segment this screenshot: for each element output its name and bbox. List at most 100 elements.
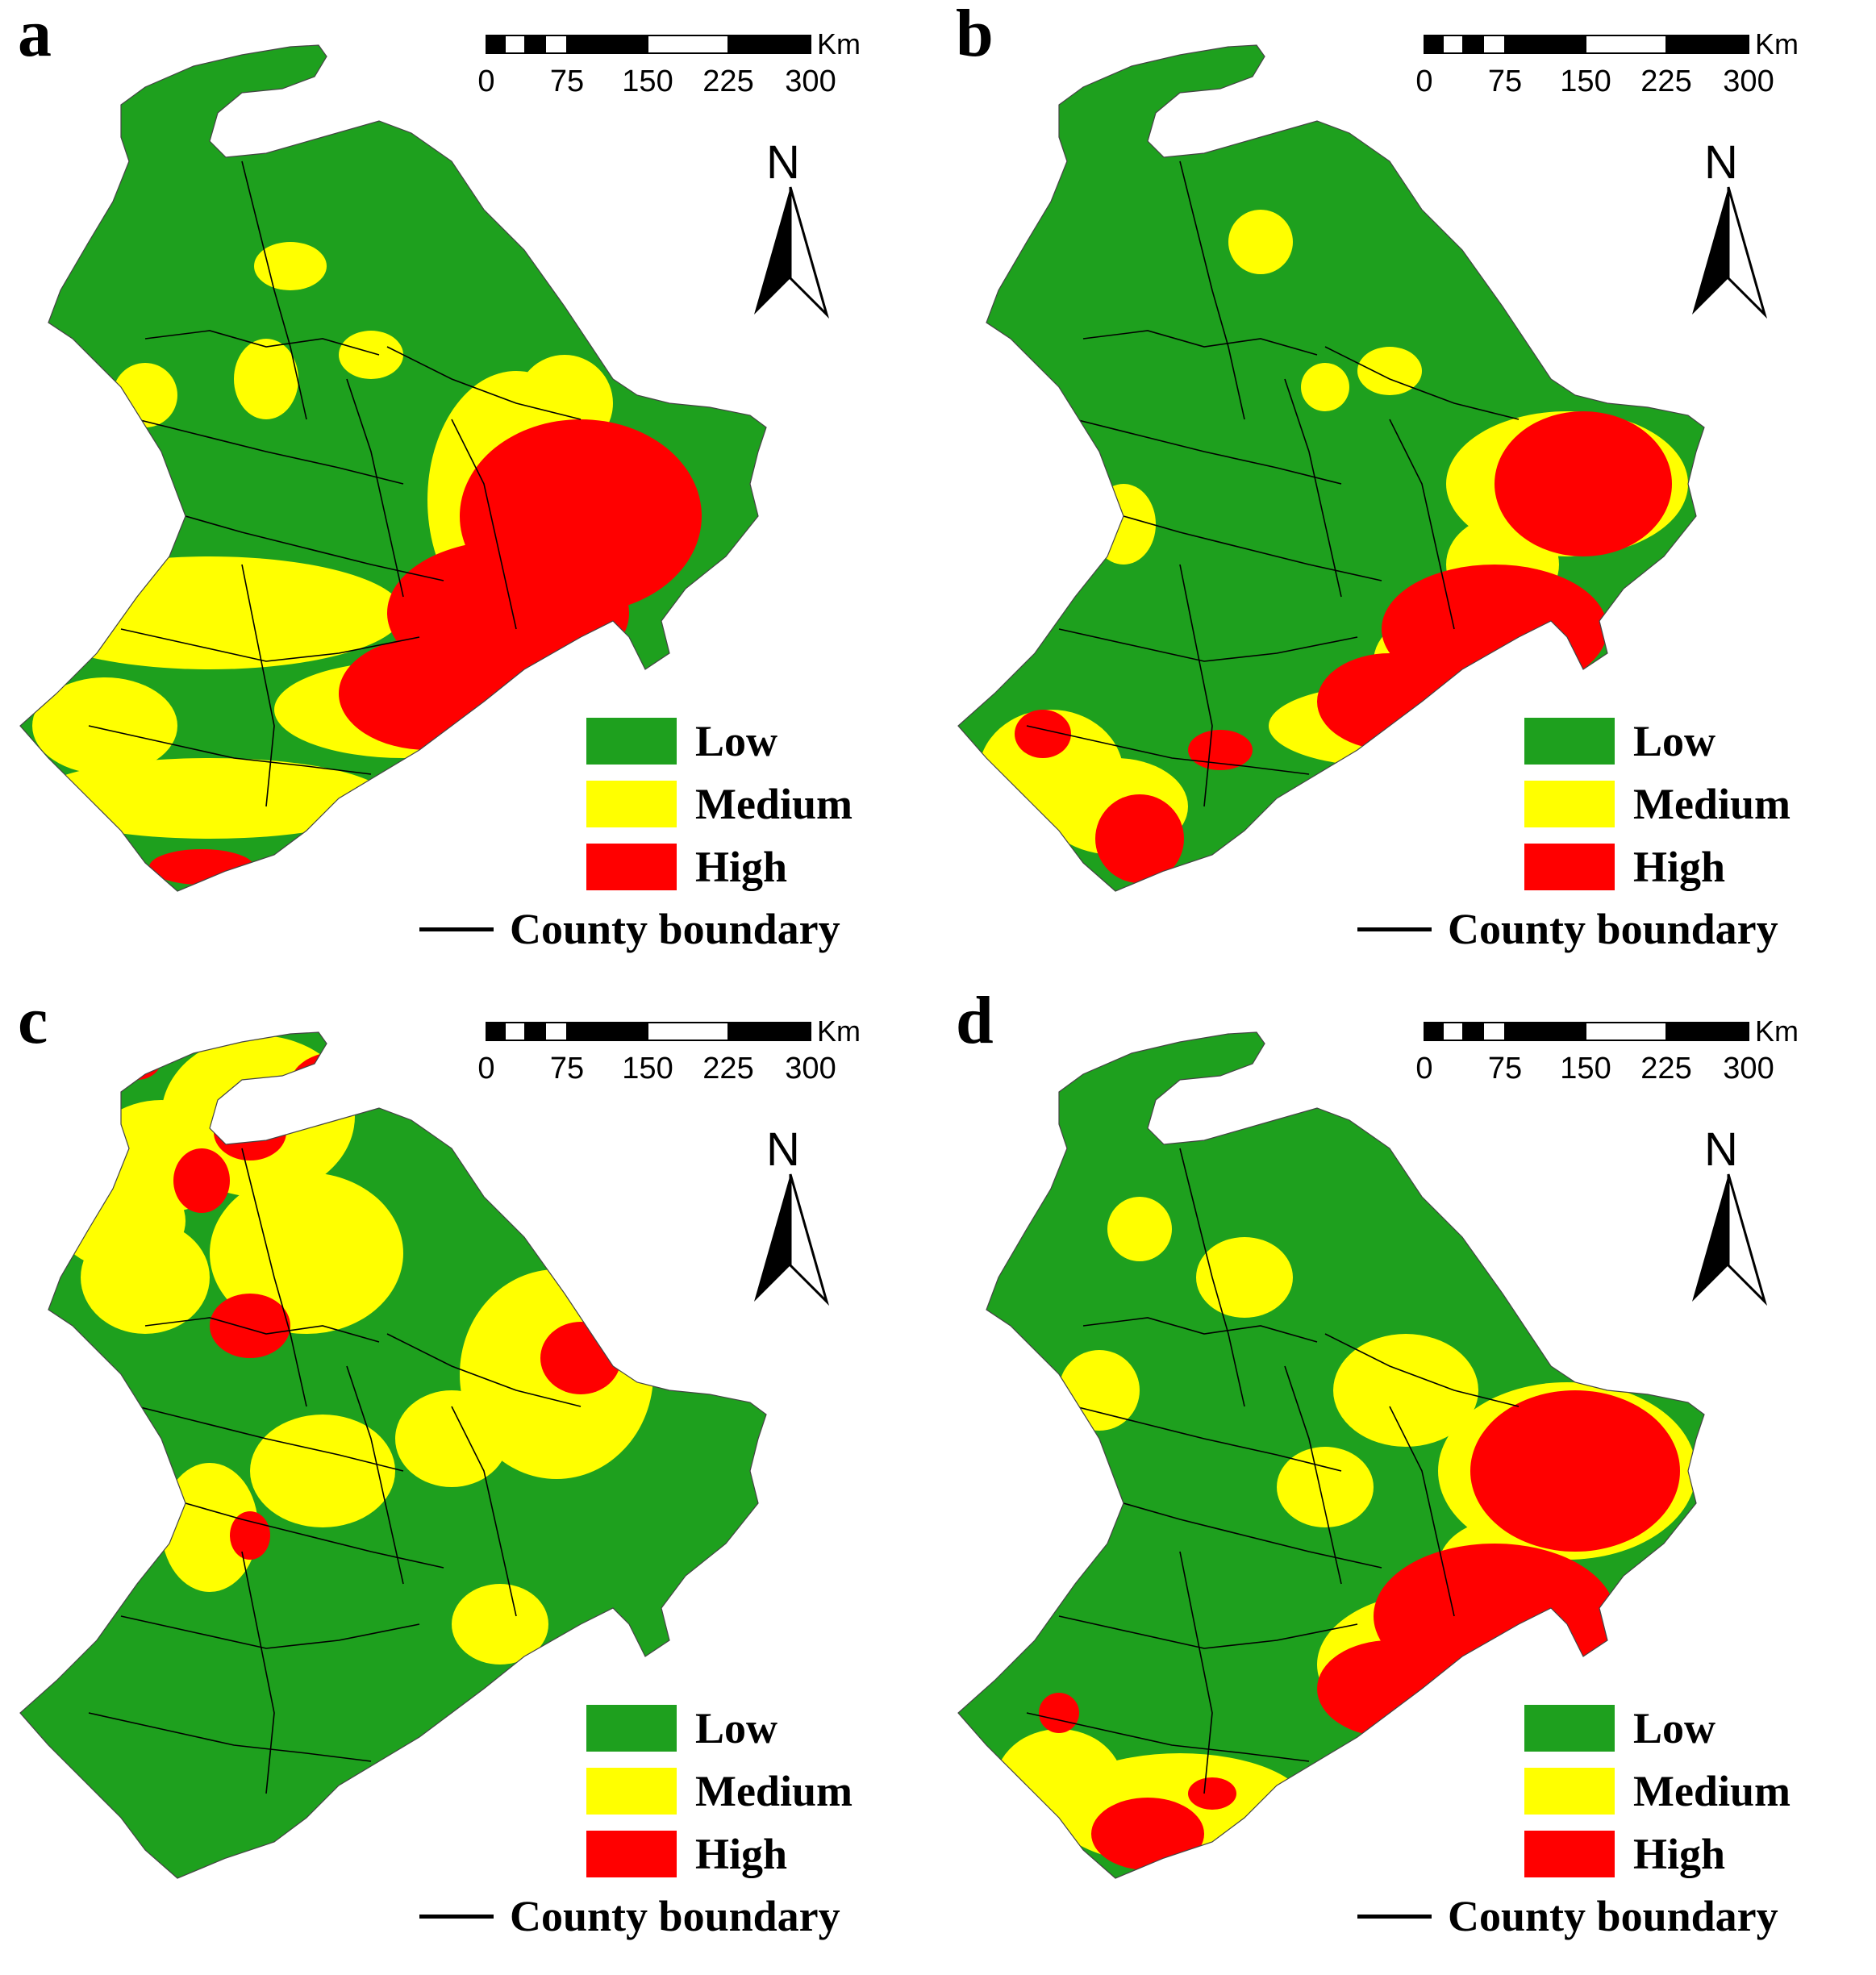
zone-medium xyxy=(254,242,327,290)
north-arrow-icon xyxy=(754,1173,830,1306)
county-boundary xyxy=(1284,378,1342,598)
zone-medium xyxy=(234,339,298,419)
zone-medium xyxy=(56,1173,186,1269)
county-boundary xyxy=(1074,1406,1342,1472)
north-arrow-left-half xyxy=(754,1174,790,1302)
scale-bar-segment xyxy=(647,35,729,54)
county-boundary xyxy=(241,1148,307,1407)
map-panel-d: d Km 0 75 150 225 300 N Low Medium High … xyxy=(938,987,1876,1974)
region-outline xyxy=(957,1031,1705,1879)
zone-medium xyxy=(161,1463,258,1592)
county-boundary xyxy=(144,330,380,356)
scale-bar-segment xyxy=(544,1022,568,1041)
panel-letter: d xyxy=(956,983,994,1058)
county-boundary xyxy=(1082,1317,1318,1343)
zone-medium xyxy=(452,1584,548,1665)
scale-tick: 150 xyxy=(622,65,673,98)
scale-tick: 225 xyxy=(1640,65,1692,98)
county-boundary xyxy=(136,419,404,485)
county-boundary xyxy=(346,1365,404,1585)
scale-tick: 75 xyxy=(1487,65,1523,98)
scale-bar-segment xyxy=(1665,35,1749,54)
zone-medium xyxy=(250,1415,395,1527)
zone-medium xyxy=(1059,1350,1140,1431)
legend-swatch-high xyxy=(1524,1831,1615,1877)
scale-tick: 150 xyxy=(1560,1052,1611,1085)
legend-boundary-line xyxy=(419,1915,494,1919)
zone-high xyxy=(1091,1798,1204,1870)
county-boundary xyxy=(88,725,372,775)
region-fill-group xyxy=(20,45,766,891)
scale-tick: 300 xyxy=(785,1052,836,1085)
county-boundary xyxy=(1389,419,1455,630)
legend-label-county-boundary: County boundary xyxy=(1448,1892,1778,1940)
panel-letter: a xyxy=(18,0,52,71)
zone-high xyxy=(1039,1693,1079,1733)
panel-letter: b xyxy=(956,0,994,71)
legend-label-low: Low xyxy=(1633,1704,1716,1752)
county-boundary xyxy=(1026,725,1310,775)
scale-bar-segment xyxy=(486,1022,506,1041)
map-panel-c: c Km 0 75 150 225 300 N Low Medium High … xyxy=(0,987,938,1974)
map-svg xyxy=(19,35,830,892)
legend-swatch-high xyxy=(586,1831,677,1877)
zone-high xyxy=(230,1511,270,1560)
north-arrow-icon xyxy=(1692,186,1768,319)
zone-medium xyxy=(1357,347,1422,395)
scale-tick: 150 xyxy=(622,1052,673,1085)
map-svg xyxy=(957,1022,1768,1879)
scale-bar-segment xyxy=(1585,35,1667,54)
legend-label-county-boundary: County boundary xyxy=(510,1892,840,1940)
map-svg xyxy=(19,1022,830,1879)
zone-medium xyxy=(1228,210,1293,274)
scale-tick: 75 xyxy=(1487,1052,1523,1085)
legend-swatch-high xyxy=(586,844,677,890)
scale-bar-segment xyxy=(1442,35,1464,54)
scale-unit: Km xyxy=(817,1015,861,1048)
north-arrow-label: N xyxy=(1704,1123,1738,1176)
scale-unit: Km xyxy=(817,27,861,60)
county-boundary xyxy=(1179,160,1245,420)
scale-bar-segment xyxy=(504,35,526,54)
map-panel-a: a Km 0 75 150 225 300 N Low Medium High … xyxy=(0,0,938,987)
scale-bar-segment xyxy=(727,35,811,54)
legend-label-high: High xyxy=(1633,1830,1726,1878)
north-arrow-right-half xyxy=(789,186,830,319)
region-outline xyxy=(19,1031,767,1879)
legend-label-high: High xyxy=(695,843,788,891)
legend-swatch-medium xyxy=(586,1768,677,1815)
region-low-fill xyxy=(958,45,1704,891)
legend-boundary-line xyxy=(1357,927,1432,931)
legend-swatch-medium xyxy=(1524,781,1615,827)
scale-bar-segment xyxy=(524,35,546,54)
zone-high xyxy=(1188,1777,1236,1810)
map-panel-b: b Km 0 75 150 225 300 N Low Medium High … xyxy=(938,0,1876,987)
legend-label-medium: Medium xyxy=(695,1767,853,1815)
scale-tick: 75 xyxy=(549,65,585,98)
zone-high xyxy=(540,1322,621,1394)
county-boundary xyxy=(136,1406,404,1472)
scale-tick: 300 xyxy=(785,65,836,98)
county-boundary xyxy=(386,1333,582,1407)
legend-label-low: Low xyxy=(695,1704,778,1752)
county-boundary xyxy=(386,346,582,420)
legend-boundary-line xyxy=(419,927,494,931)
zone-high xyxy=(1015,710,1071,758)
scale-tick: 150 xyxy=(1560,65,1611,98)
scale-tick: 0 xyxy=(477,65,495,98)
legend-label-medium: Medium xyxy=(695,780,853,828)
county-boundary xyxy=(1074,419,1342,485)
county-boundary xyxy=(1179,1148,1245,1407)
region-outline xyxy=(957,44,1705,892)
scale-bar-segment xyxy=(1462,35,1484,54)
legend-label-high: High xyxy=(695,1830,788,1878)
zone-high xyxy=(339,637,516,750)
north-arrow-icon xyxy=(754,186,830,319)
county-boundary xyxy=(120,628,420,662)
zone-high xyxy=(290,1052,387,1116)
scale-bar-segment xyxy=(524,1022,546,1041)
scale-bar-segment xyxy=(727,1022,811,1041)
county-boundary xyxy=(451,1406,517,1617)
county-boundary xyxy=(1284,1365,1342,1585)
zone-medium xyxy=(1277,1447,1374,1527)
